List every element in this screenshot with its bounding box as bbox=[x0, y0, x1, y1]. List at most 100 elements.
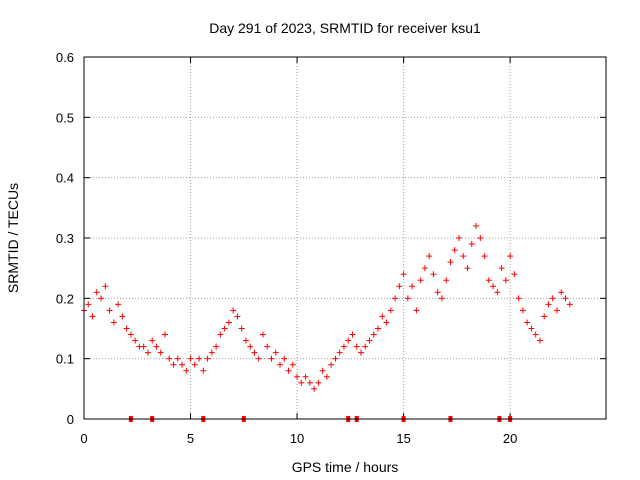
data-point bbox=[140, 343, 147, 350]
data-point bbox=[396, 283, 403, 290]
data-point bbox=[247, 343, 254, 350]
data-point bbox=[370, 331, 377, 338]
grid-lines bbox=[84, 57, 606, 419]
data-point bbox=[323, 373, 330, 380]
data-point bbox=[549, 295, 556, 302]
data-point bbox=[515, 295, 522, 302]
data-point bbox=[481, 253, 488, 260]
data-point bbox=[179, 361, 186, 368]
data-point bbox=[191, 361, 198, 368]
data-point bbox=[366, 337, 373, 344]
data-point bbox=[294, 373, 301, 380]
data-point bbox=[289, 361, 296, 368]
data-point bbox=[230, 307, 237, 314]
data-point bbox=[332, 355, 339, 362]
data-point bbox=[413, 307, 420, 314]
data-point bbox=[375, 325, 382, 332]
data-point bbox=[409, 283, 416, 290]
data-point bbox=[277, 361, 284, 368]
data-point bbox=[455, 235, 462, 241]
data-point bbox=[285, 367, 292, 374]
data-point bbox=[234, 313, 241, 320]
data-point bbox=[272, 349, 279, 356]
data-point bbox=[562, 295, 569, 302]
data-point bbox=[340, 343, 347, 350]
data-point bbox=[545, 301, 552, 308]
data-point bbox=[153, 343, 160, 350]
data-point bbox=[430, 271, 437, 278]
data-point bbox=[485, 277, 492, 284]
y-tick-label: 0.4 bbox=[56, 171, 74, 186]
data-point bbox=[157, 349, 164, 356]
data-point bbox=[196, 355, 203, 362]
data-point bbox=[319, 367, 326, 374]
data-point bbox=[502, 277, 509, 284]
data-point bbox=[328, 361, 335, 368]
data-point bbox=[115, 301, 122, 308]
data-point bbox=[217, 331, 224, 338]
y-tick-label: 0.1 bbox=[56, 352, 74, 367]
y-tick-label: 0.2 bbox=[56, 291, 74, 306]
data-point bbox=[528, 325, 535, 332]
data-point bbox=[110, 319, 117, 326]
data-point bbox=[532, 331, 539, 338]
data-point bbox=[213, 343, 220, 350]
data-point bbox=[238, 325, 245, 332]
data-point bbox=[477, 235, 484, 241]
data-point bbox=[379, 313, 386, 320]
data-point bbox=[404, 295, 411, 302]
data-point bbox=[490, 283, 497, 290]
data-point bbox=[426, 253, 433, 260]
y-tick-label: 0.3 bbox=[56, 231, 74, 246]
x-tick-label: 20 bbox=[503, 431, 517, 446]
x-tick-label: 10 bbox=[290, 431, 304, 446]
data-point bbox=[132, 337, 139, 344]
data-point bbox=[149, 337, 156, 344]
data-point bbox=[362, 343, 369, 350]
data-point bbox=[387, 307, 394, 314]
data-points bbox=[81, 222, 573, 392]
data-point bbox=[536, 337, 543, 344]
data-point bbox=[541, 313, 548, 320]
chart-title: Day 291 of 2023, SRMTID for receiver ksu… bbox=[209, 20, 481, 36]
x-tick-label: 0 bbox=[80, 431, 87, 446]
data-point bbox=[464, 265, 471, 272]
data-point bbox=[353, 343, 360, 350]
x-tick-label: 15 bbox=[396, 431, 410, 446]
data-point bbox=[357, 349, 364, 356]
data-point bbox=[566, 301, 573, 308]
data-point bbox=[123, 325, 130, 332]
y-axis-label: SRMTID / TECUs bbox=[5, 183, 21, 293]
data-point bbox=[302, 373, 309, 380]
data-point bbox=[268, 355, 275, 362]
data-point bbox=[281, 355, 288, 362]
y-tick-label: 0 bbox=[67, 412, 74, 427]
data-point bbox=[421, 265, 428, 272]
data-point bbox=[400, 271, 407, 278]
data-point bbox=[511, 271, 518, 278]
tick-labels: 0 0.1 0.2 0.3 0.4 0.5 0.6 0 5 10 15 20 bbox=[56, 50, 517, 446]
data-point bbox=[183, 367, 190, 374]
data-point bbox=[144, 349, 151, 356]
data-point bbox=[447, 259, 454, 266]
data-point bbox=[315, 379, 322, 386]
data-point bbox=[443, 277, 450, 284]
x-tick-label: 5 bbox=[187, 431, 194, 446]
data-point bbox=[187, 355, 194, 362]
data-point bbox=[242, 337, 249, 344]
data-point bbox=[200, 367, 207, 374]
data-point bbox=[494, 289, 501, 296]
data-point bbox=[383, 319, 390, 326]
x-axis-label: GPS time / hours bbox=[292, 459, 399, 475]
y-tick-label: 0.5 bbox=[56, 110, 74, 125]
data-point bbox=[166, 355, 173, 362]
data-point bbox=[507, 253, 514, 260]
data-point bbox=[93, 289, 100, 296]
data-point bbox=[473, 222, 480, 229]
data-point bbox=[392, 295, 399, 302]
data-point bbox=[468, 241, 475, 248]
y-tick-label: 0.6 bbox=[56, 50, 74, 65]
data-point bbox=[259, 331, 266, 338]
data-point bbox=[102, 283, 109, 290]
